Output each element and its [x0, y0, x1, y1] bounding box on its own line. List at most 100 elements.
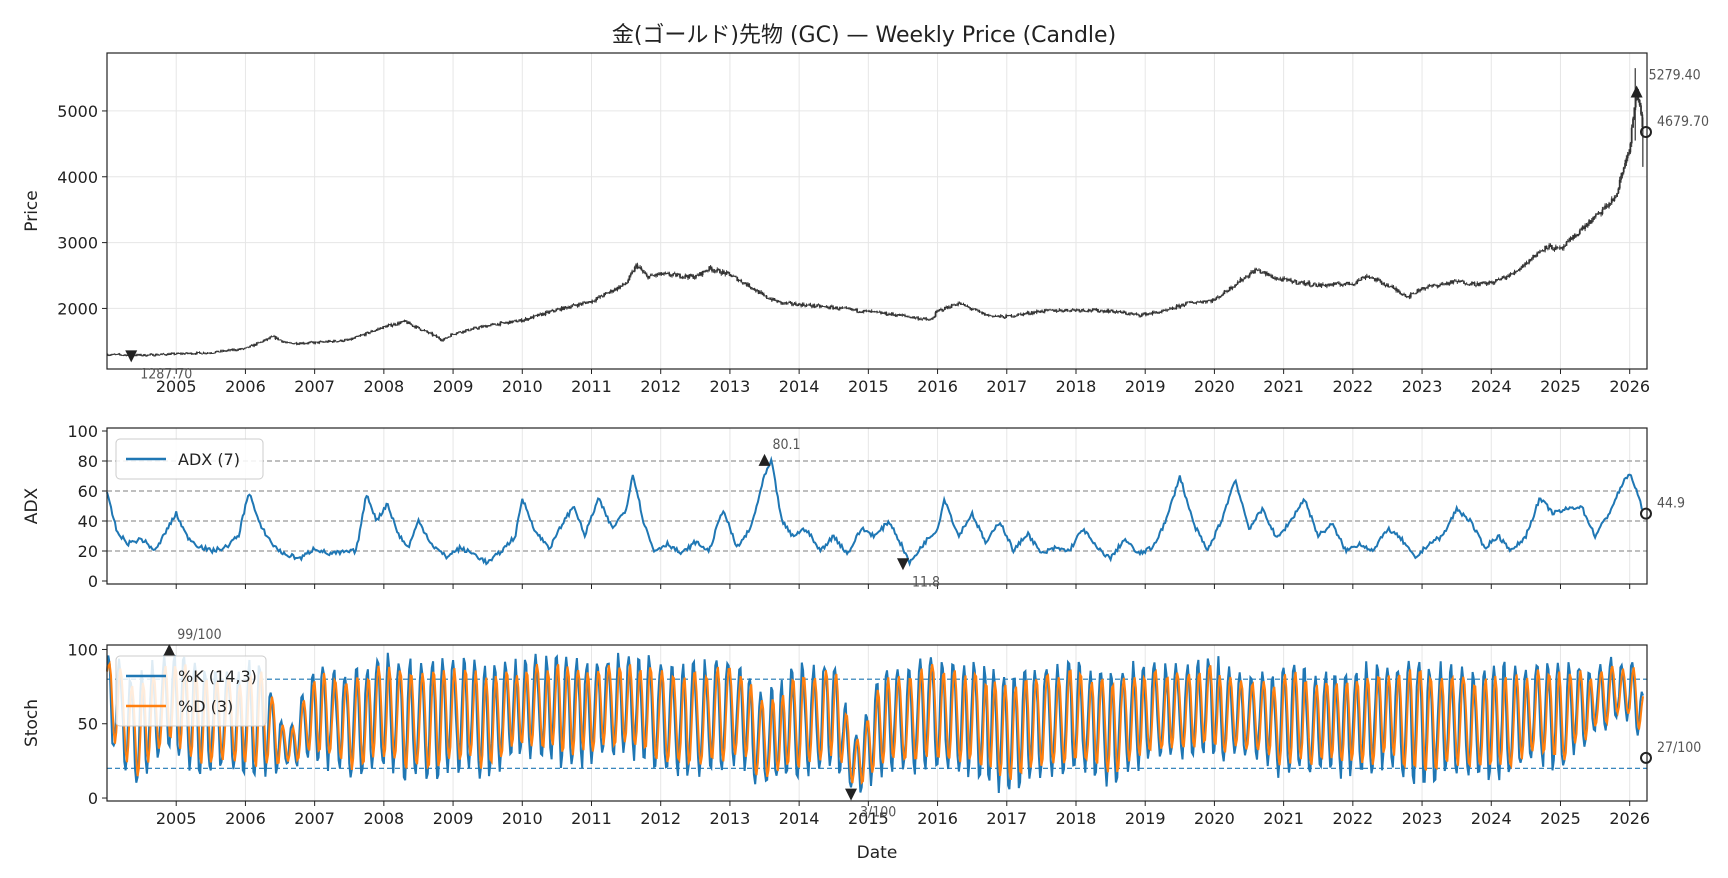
candle-body [1238, 281, 1240, 283]
candle-body [1626, 154, 1629, 159]
candle-body [1371, 277, 1374, 279]
candle-body [837, 309, 840, 311]
candle-body [1441, 283, 1444, 285]
candle-body [833, 308, 836, 309]
candle-body [918, 318, 921, 320]
candle-body [1608, 203, 1610, 207]
candle-body [410, 324, 413, 325]
candle-body [963, 304, 966, 307]
candle-body [539, 313, 542, 315]
candle-body [1292, 281, 1295, 283]
candle-body [1223, 290, 1226, 295]
candle-body [1055, 310, 1058, 312]
candle-body [230, 349, 233, 351]
candle-body [1154, 311, 1157, 313]
candle-body [925, 318, 928, 320]
candle-body [1219, 295, 1222, 298]
candle-body [688, 274, 691, 279]
candle-body [796, 305, 799, 306]
candle-body [1337, 282, 1340, 285]
candle-body [695, 274, 697, 278]
candle-body [880, 311, 882, 314]
candle-body [222, 350, 225, 352]
candle-body [279, 339, 282, 341]
candle-body [760, 291, 763, 293]
candle-body [367, 332, 370, 334]
candle-body [498, 323, 500, 326]
candle-body [615, 288, 618, 290]
candle-body [885, 312, 888, 315]
candle-body [270, 336, 273, 338]
candle-body [584, 302, 587, 304]
candle-body [1284, 278, 1287, 280]
candle-body [1047, 309, 1050, 311]
candle-body [1063, 310, 1066, 312]
candle-body [544, 311, 547, 315]
candle-body [187, 353, 190, 355]
candle-body [190, 352, 193, 355]
candle-body [219, 350, 222, 352]
candle-body [423, 329, 426, 331]
candle-body [1171, 307, 1174, 309]
candle-body [495, 324, 498, 326]
candle-body [482, 325, 484, 328]
candle-body [1612, 198, 1614, 201]
candle-body [1243, 277, 1246, 280]
candle-body [729, 274, 732, 277]
candle-body [1246, 276, 1248, 278]
candle-body [411, 324, 414, 327]
candle-body [549, 310, 552, 312]
candle-body [1298, 282, 1300, 284]
candle-body [866, 310, 869, 312]
candle-body [351, 338, 354, 340]
candle-body [1514, 271, 1517, 273]
candle-body [536, 314, 539, 317]
candle-body [757, 290, 760, 294]
candle-body [398, 322, 401, 324]
candle-body [1404, 294, 1407, 297]
candle-body [314, 341, 317, 344]
candle-body [1268, 275, 1271, 277]
candle-body [1312, 283, 1315, 286]
candle-body [1473, 282, 1476, 286]
candle-body [677, 274, 680, 275]
candle-body [1050, 309, 1053, 311]
candle-body [922, 317, 925, 319]
candle-body [319, 341, 322, 343]
candle-body [1195, 302, 1198, 303]
candle-body [612, 290, 615, 292]
candle-body [1564, 245, 1567, 247]
candle-body [194, 353, 197, 355]
candle-body [1516, 270, 1519, 272]
candle-body [478, 327, 480, 329]
candle-body [1448, 282, 1451, 285]
candle-body [629, 273, 632, 276]
candle-body [456, 332, 459, 334]
candle-body [597, 296, 600, 298]
candle-body [882, 312, 885, 314]
max-label: 80.1 [773, 437, 801, 453]
candle-body [1638, 99, 1641, 106]
candle-body [1208, 300, 1211, 302]
candle-body [138, 354, 141, 356]
candle-body [487, 325, 490, 327]
candle-body [1343, 284, 1346, 285]
candle-body [1392, 286, 1395, 289]
legend-label: %D (3) [178, 697, 233, 716]
candle-body [246, 346, 249, 348]
candle-body [904, 315, 906, 316]
candle-body [989, 314, 992, 316]
candle-body [798, 303, 801, 305]
candle-body [1489, 281, 1492, 283]
candle-body [1522, 265, 1525, 267]
x-tick-label: 2015 [848, 809, 889, 828]
candle-body [805, 304, 808, 307]
candle-body [1099, 310, 1102, 312]
candle-body [1613, 197, 1616, 201]
candle-body [134, 355, 137, 357]
candle-body [1606, 206, 1609, 208]
candle-body [1151, 311, 1154, 315]
candle-body [780, 301, 783, 304]
candle-body [753, 288, 756, 291]
candle-body [1345, 281, 1348, 284]
